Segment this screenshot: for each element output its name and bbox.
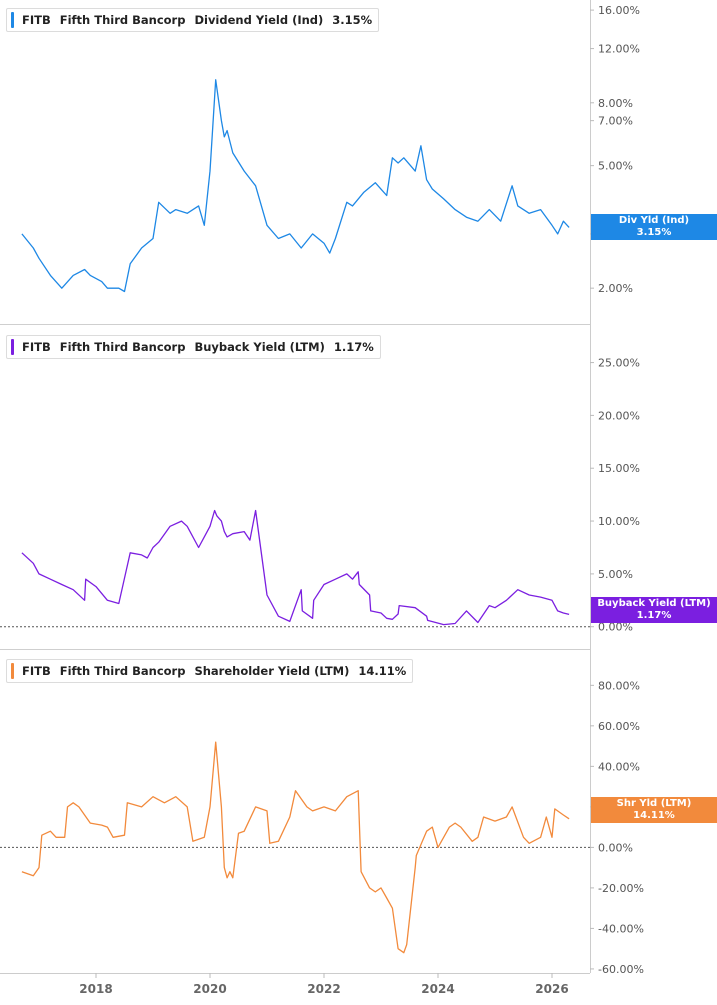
y-tick-label: 5.00% [598, 160, 633, 173]
x-tick-label: 2018 [79, 982, 112, 996]
y-tick-label: 80.00% [598, 679, 640, 692]
legend-company: Fifth Third Bancorp [59, 340, 186, 354]
y-tick-label: 60.00% [598, 720, 640, 733]
badge-value: 1.17% [636, 610, 672, 621]
last-value-badge-shareholder: Shr Yld (LTM) 14.11% [591, 797, 717, 823]
series-line-buyback-yield [21, 509, 570, 626]
y-tick-label: -20.00% [598, 882, 644, 895]
legend-value: 3.15% [332, 13, 373, 27]
legend-dividend-yield: FITB Fifth Third Bancorp Dividend Yield … [6, 8, 380, 32]
y-tick-label: 7.00% [598, 115, 633, 128]
legend-ticker: FITB [22, 13, 51, 27]
legend-value: 1.17% [333, 340, 374, 354]
series-line-dividend-yield [21, 79, 570, 293]
y-tick-label: 40.00% [598, 760, 640, 773]
legend-value: 14.11% [358, 664, 407, 678]
y-tick-label: 8.00% [598, 97, 633, 110]
y-tick-label: 16.00% [598, 4, 640, 17]
legend-metric: Dividend Yield (Ind) [194, 13, 324, 27]
badge-value: 14.11% [633, 810, 675, 821]
y-tick-label: 5.00% [598, 568, 633, 581]
legend-buyback-yield: FITB Fifth Third Bancorp Buyback Yield (… [6, 335, 381, 359]
y-tick-label: 10.00% [598, 515, 640, 528]
last-value-badge-buyback: Buyback Yield (LTM) 1.17% [591, 597, 717, 623]
y-tick-label: -40.00% [598, 922, 644, 935]
legend-metric: Shareholder Yield (LTM) [194, 664, 350, 678]
y-tick-label: 12.00% [598, 43, 640, 56]
y-tick-label: 15.00% [598, 462, 640, 475]
x-tick-label: 2020 [193, 982, 226, 996]
series-swatch-orange [11, 663, 14, 679]
badge-label: Div Yld (Ind) [618, 215, 690, 226]
legend-company: Fifth Third Bancorp [59, 13, 186, 27]
series-swatch-blue [11, 12, 14, 28]
legend-shareholder-yield: FITB Fifth Third Bancorp Shareholder Yie… [6, 659, 414, 683]
y-tick-label: 0.00% [598, 841, 633, 854]
y-tick-label: 25.00% [598, 357, 640, 370]
series-swatch-purple [11, 339, 14, 355]
y-tick-label: 2.00% [598, 282, 633, 295]
y-tick-label: 20.00% [598, 409, 640, 422]
last-value-badge-dividend: Div Yld (Ind) 3.15% [591, 214, 717, 240]
x-tick-label: 2022 [307, 982, 340, 996]
legend-ticker: FITB [22, 340, 51, 354]
badge-label: Shr Yld (LTM) [616, 798, 692, 809]
legend-ticker: FITB [22, 664, 51, 678]
badge-label: Buyback Yield (LTM) [597, 598, 711, 609]
legend-metric: Buyback Yield (LTM) [194, 340, 325, 354]
y-tick-label: -60.00% [598, 963, 644, 976]
y-tick-label: 0.00% [598, 621, 633, 634]
legend-company: Fifth Third Bancorp [59, 664, 186, 678]
series-line-shareholder-yield [21, 741, 570, 954]
badge-value: 3.15% [636, 227, 672, 238]
x-tick-label: 2026 [535, 982, 568, 996]
x-tick-label: 2024 [421, 982, 454, 996]
